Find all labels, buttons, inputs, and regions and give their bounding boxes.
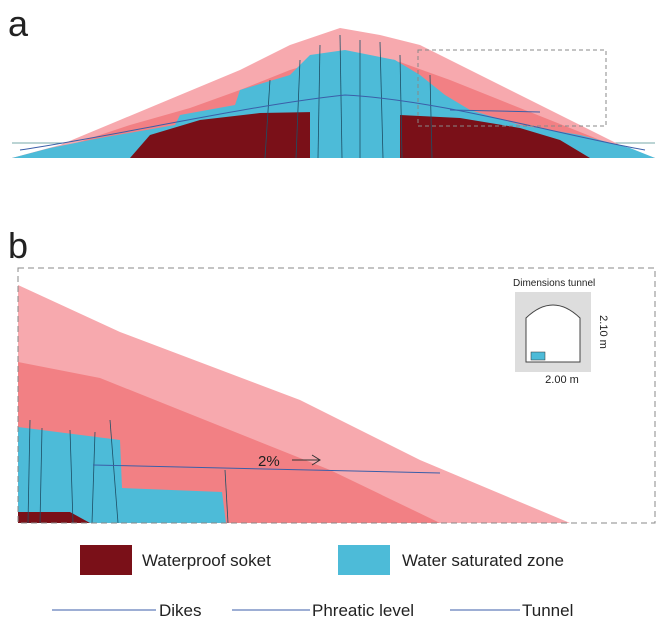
inset-title: Dimensions tunnel [513,278,595,289]
legend-label: Dikes [159,601,202,620]
figure: a b 2% Dimension [0,0,663,626]
inset-height: 2.10 m [597,315,609,349]
panel-label: a [8,3,29,44]
tunnel-inset: Dimensions tunnel 2.10 m 2.00 m [513,278,609,386]
cross-section [12,28,655,158]
panel-label: b [8,225,28,266]
slope-label: 2% [258,453,280,470]
inset-width: 2.00 m [545,374,579,386]
detail-section: 2% Dimensions tunnel 2.10 m 2.00 m [18,268,655,523]
legend-label: Tunnel [522,601,573,620]
legend-label: Phreatic level [312,601,414,620]
legend-label: Waterproof soket [142,551,271,570]
legend: Waterproof soket Water saturated zone Di… [52,545,573,620]
legend-label: Water saturated zone [402,551,564,570]
